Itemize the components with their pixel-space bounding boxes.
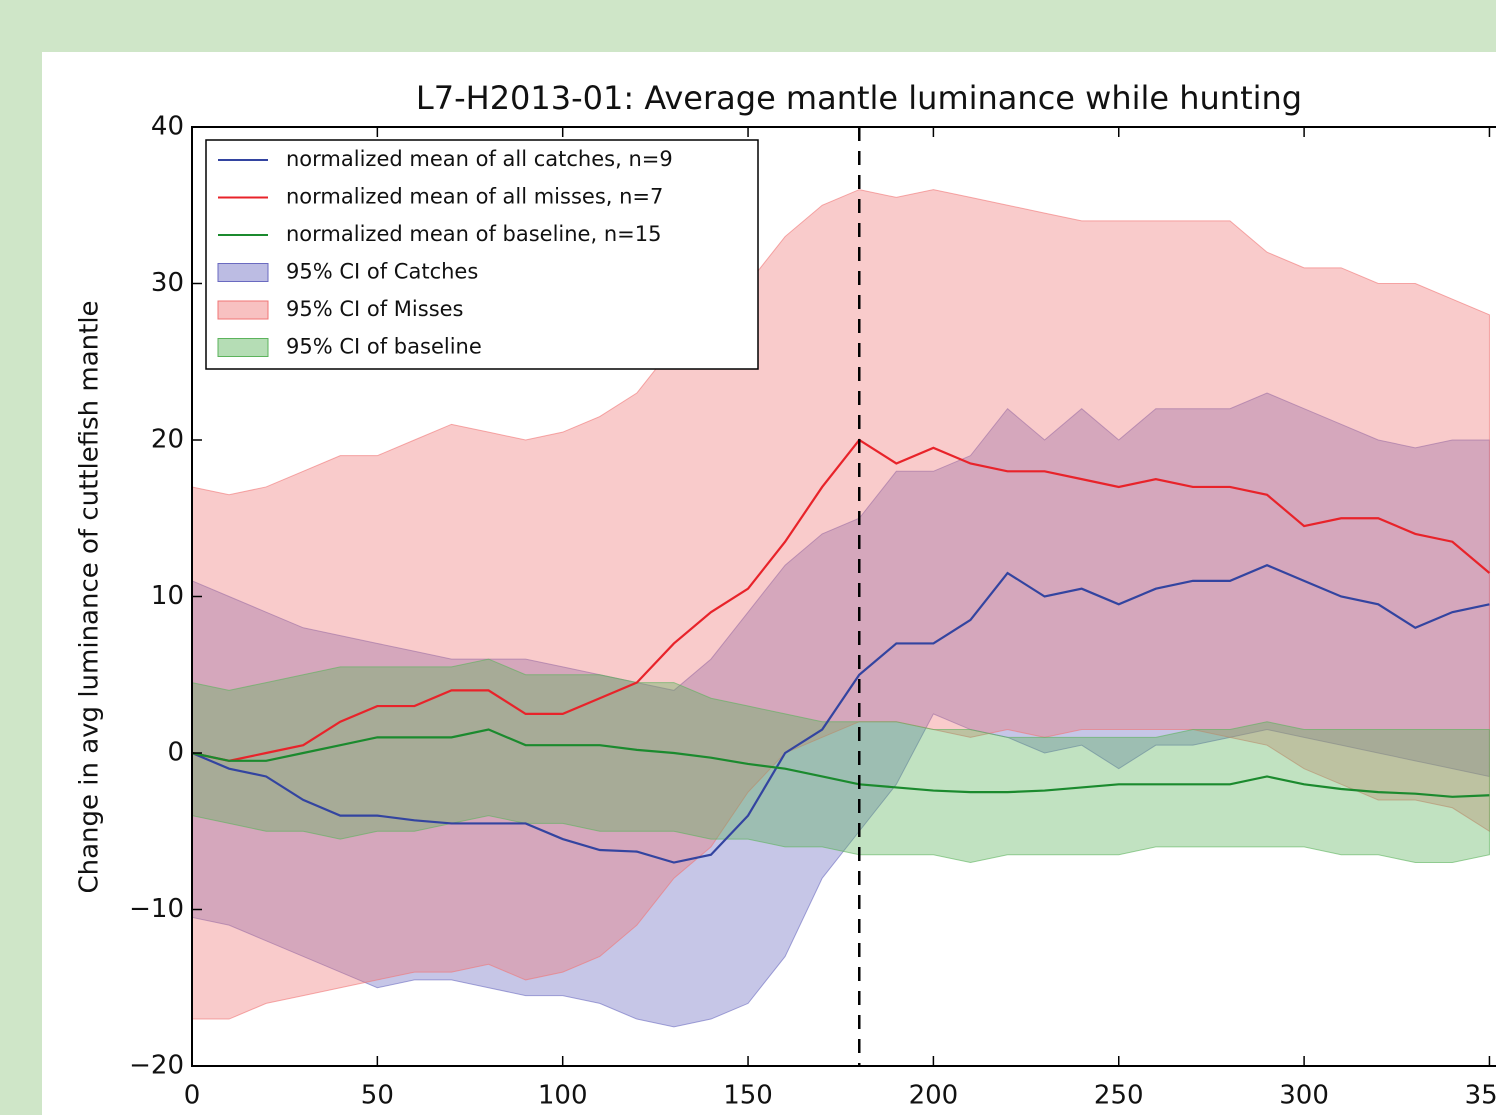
x-tick-label: 300 <box>1279 1081 1329 1111</box>
legend-label: 95% CI of Catches <box>286 260 478 284</box>
legend-label: normalized mean of all misses, n=7 <box>286 185 663 209</box>
x-tick-label: 350 <box>1465 1081 1496 1111</box>
y-tick-label: 0 <box>167 738 184 768</box>
chart-title: L7-H2013-01: Average mantle luminance wh… <box>416 79 1302 117</box>
x-tick-label: 100 <box>538 1081 588 1111</box>
line <box>191 564 1490 864</box>
x-tick-label: 50 <box>361 1081 394 1111</box>
x-tick-label: 200 <box>909 1081 959 1111</box>
legend-box <box>205 139 759 370</box>
legend-patch <box>217 263 269 282</box>
y-tick-label: 10 <box>151 581 184 611</box>
line <box>191 438 1491 762</box>
y-tick-label: 20 <box>151 425 184 455</box>
legend-label: 95% CI of Misses <box>286 297 464 321</box>
x-tick-label: 250 <box>1094 1081 1144 1111</box>
legend-patch <box>217 338 269 357</box>
x-tick-label: 0 <box>184 1081 201 1111</box>
y-tick-label: −20 <box>129 1051 184 1081</box>
x-tick-label: 150 <box>723 1081 773 1111</box>
legend-label: normalized mean of baseline, n=15 <box>286 222 661 246</box>
y-tick-label: −10 <box>129 894 184 924</box>
y-tick-label: 30 <box>151 268 184 298</box>
legend-label: normalized mean of all catches, n=9 <box>286 147 673 171</box>
y-tick-label: 40 <box>151 112 184 142</box>
y-axis-label: Change in avg luminance of cuttlefish ma… <box>75 300 105 893</box>
legend-patch <box>217 300 269 320</box>
legend-label: 95% CI of baseline <box>286 335 482 359</box>
line <box>191 728 1490 798</box>
